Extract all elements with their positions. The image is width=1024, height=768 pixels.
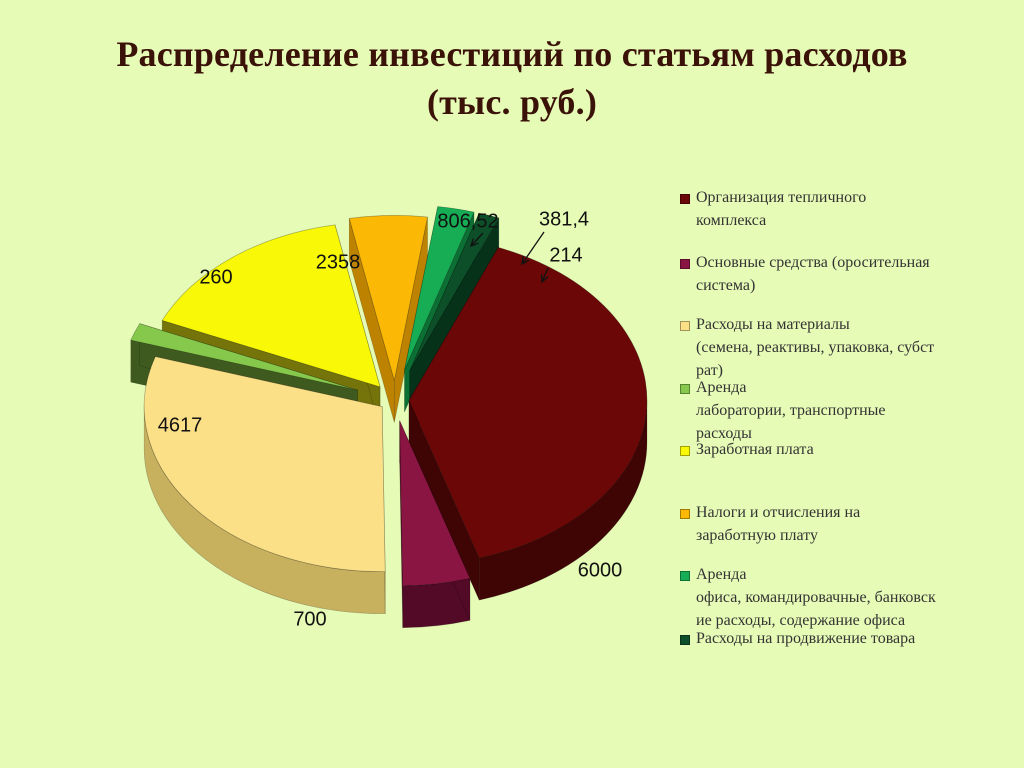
pie-slice-edge-2-2: [399, 420, 404, 628]
legend-swatch-2: [680, 259, 690, 269]
legend-swatch-6: [680, 509, 690, 519]
pie-slice-3: [143, 356, 386, 573]
pie-slice-wall-2: [402, 578, 471, 629]
pie-slice-5: [161, 224, 381, 388]
pie-slice-wall-1: [478, 400, 648, 601]
chart-title: Распределение инвестиций по статьям расх…: [40, 30, 984, 126]
legend-label-8: Расходы на продвижение товара: [696, 630, 916, 647]
pie-slice-4: [130, 323, 358, 391]
legend-swatch-1: [680, 194, 690, 204]
chart-legend: Организация тепличного комплекса Основные…: [676, 186, 1016, 656]
legend-label-6: Налоги и отчисления на заработную плату: [696, 504, 861, 544]
pie-slice-2: [399, 420, 471, 587]
legend-label-4: Аренда лаборатории, транспортные расходы: [696, 379, 886, 442]
legend-swatch-4: [680, 384, 690, 394]
legend-label-5: Заработная плата: [696, 441, 814, 458]
leader-line-6: [470, 232, 484, 247]
legend-swatch-8: [680, 635, 690, 645]
pie-slice-wall-3: [143, 406, 386, 614]
legend-label-7: Аренда офиса, командировачные, банковск …: [696, 566, 936, 629]
data-label-6: 806,52: [437, 210, 498, 232]
legend-label-1: Организация тепличного комплекса: [696, 189, 867, 229]
leader-line-8: [541, 267, 549, 283]
data-label-4: 260: [199, 266, 232, 288]
legend-label-3: Расходы на материалы (семена, реактивы, …: [696, 316, 935, 379]
legend-swatch-5: [680, 446, 690, 456]
leader-arrowhead-7: [521, 255, 530, 266]
data-label-7: 381,4: [539, 208, 589, 230]
legend-swatch-7: [680, 571, 690, 581]
leader-arrowhead-6: [469, 238, 479, 248]
leader-line-7: [521, 231, 545, 265]
data-label-2: 700: [293, 608, 326, 630]
leader-arrowhead-8: [540, 273, 549, 284]
legend-swatch-3: [680, 321, 690, 331]
pie-slice-1: [408, 247, 648, 559]
data-label-3: 4617: [158, 414, 203, 436]
data-label-8: 214: [549, 244, 582, 266]
chart-title-line-1: Распределение инвестиций по статьям расх…: [116, 34, 908, 74]
pie-slice-8: [409, 212, 500, 372]
pie-slice-7: [404, 206, 475, 371]
pie-slice-6: [348, 215, 428, 381]
legend-label-2: Основные средства (оросительная система): [696, 254, 930, 294]
chart-title-line-2: (тыс. руб.): [426, 82, 598, 122]
data-label-5: 2358: [316, 251, 361, 273]
data-label-1: 6000: [578, 559, 623, 581]
